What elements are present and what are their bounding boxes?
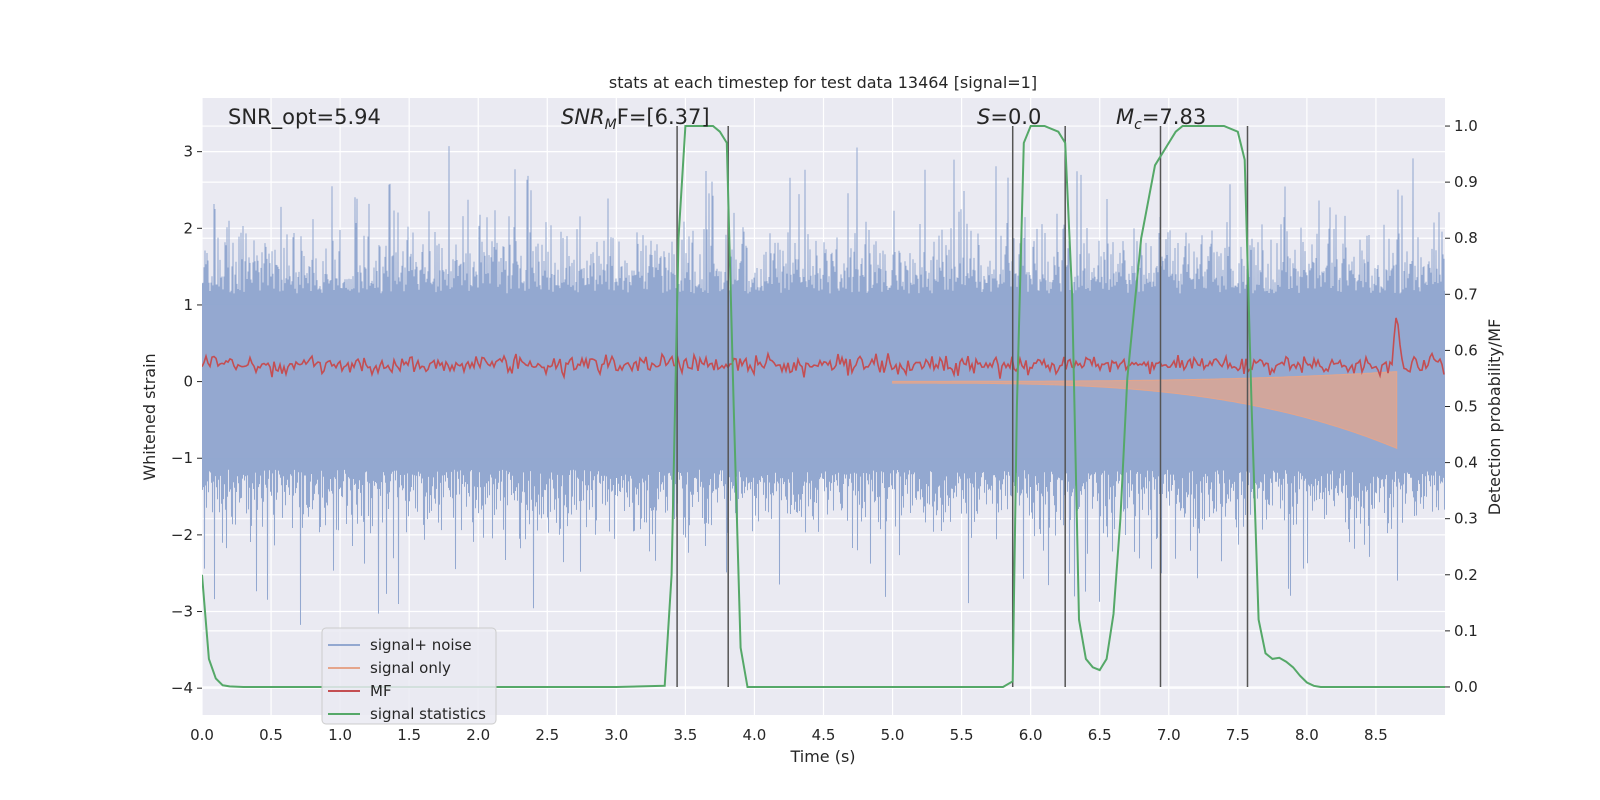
x-axis-ticks: 0.0 0.5 1.0 1.5 2.0 2.5 3.0 3.5 4.0 4.5 5.0 5.5 6.0 6… xyxy=(190,726,1388,744)
y-right-tick-label: 0.7 xyxy=(1454,285,1478,303)
x-tick-label: 8.5 xyxy=(1364,726,1388,744)
legend: signal+ noise signal only MF signal statist… xyxy=(321,627,497,725)
y-right-tick-label: 0.1 xyxy=(1454,622,1478,640)
y-left-tick-label: 3 xyxy=(183,143,193,161)
snr-mf-main: SNR xyxy=(561,105,605,129)
s-rest: =0.0 xyxy=(990,105,1041,129)
legend-label: signal only xyxy=(370,659,451,677)
chart-title: stats at each timestep for test data 134… xyxy=(609,73,1037,92)
legend-label: signal+ noise xyxy=(370,636,472,654)
y-left-tick-label: −2 xyxy=(171,526,193,544)
y-right-tick-label: 0.4 xyxy=(1454,454,1478,472)
signal-only-series xyxy=(892,371,1398,450)
x-tick-label: 5.0 xyxy=(881,726,905,744)
x-axis-title: Time (s) xyxy=(789,747,855,766)
y-right-tick-label: 1.0 xyxy=(1454,117,1478,135)
x-tick-label: 4.0 xyxy=(743,726,767,744)
y-right-tick-label: 0.2 xyxy=(1454,566,1478,584)
x-tick-label: 3.0 xyxy=(604,726,628,744)
y-left-tick-label: −3 xyxy=(171,603,193,621)
snr-opt-annotation: SNR_opt=5.94 xyxy=(228,105,381,130)
y-left-tick-label: −4 xyxy=(171,679,193,697)
x-tick-label: 0.5 xyxy=(259,726,283,744)
mc-sub: c xyxy=(1134,117,1142,133)
y-right-tick-label: 0.9 xyxy=(1454,173,1478,191)
y-right-tick-label: 0.6 xyxy=(1454,341,1478,359)
mf-series xyxy=(202,317,1445,380)
snr-mf-annotation: SNRMF=[6.37] xyxy=(561,105,710,133)
x-tick-label: 7.0 xyxy=(1157,726,1181,744)
snr-mf-sub: M xyxy=(605,117,617,133)
x-tick-label: 2.5 xyxy=(535,726,559,744)
x-tick-label: 6.5 xyxy=(1088,726,1112,744)
y-left-axis-title: Whitened strain xyxy=(140,353,159,480)
x-tick-label: 4.5 xyxy=(812,726,836,744)
legend-label: signal statistics xyxy=(370,705,486,723)
y-left-tick-label: −1 xyxy=(171,449,193,467)
y-left-tick-label: 1 xyxy=(183,296,193,314)
mc-rest: =7.83 xyxy=(1142,105,1206,129)
y-right-tick-label: 0.5 xyxy=(1454,398,1478,416)
y-left-tick-label: 2 xyxy=(183,219,193,237)
y-right-tick-label: 0.8 xyxy=(1454,229,1478,247)
x-tick-label: 2.0 xyxy=(466,726,490,744)
y-right-tick-label: 0.0 xyxy=(1454,678,1478,696)
mc-main: M xyxy=(1116,105,1134,129)
mc-annotation: Mc=7.83 xyxy=(1116,105,1206,133)
y-left-axis-ticks: 3 2 1 0 −1 −2 −3 −4 xyxy=(171,143,202,697)
x-tick-label: 0.0 xyxy=(190,726,214,744)
y-left-tick-label: 0 xyxy=(183,373,193,391)
s-main: S xyxy=(977,105,990,129)
x-tick-label: 1.0 xyxy=(328,726,352,744)
snr-mf-rest: F=[6.37] xyxy=(617,105,710,129)
s-annotation: S=0.0 xyxy=(977,105,1041,129)
y-right-tick-label: 0.3 xyxy=(1454,510,1478,528)
x-tick-label: 3.5 xyxy=(673,726,697,744)
x-tick-label: 5.5 xyxy=(950,726,974,744)
y-right-axis-title: Detection probability/MF xyxy=(1485,319,1504,516)
x-tick-label: 8.0 xyxy=(1295,726,1319,744)
x-tick-label: 1.5 xyxy=(397,726,421,744)
signal-statistics-series xyxy=(202,125,1445,688)
y-right-axis-ticks: 1.0 0.9 0.8 0.7 0.6 0.5 0.4 0.3 0.2 0.1 0.0 xyxy=(1445,117,1478,696)
legend-label: MF xyxy=(370,682,392,700)
x-tick-label: 7.5 xyxy=(1226,726,1250,744)
x-tick-label: 6.0 xyxy=(1019,726,1043,744)
